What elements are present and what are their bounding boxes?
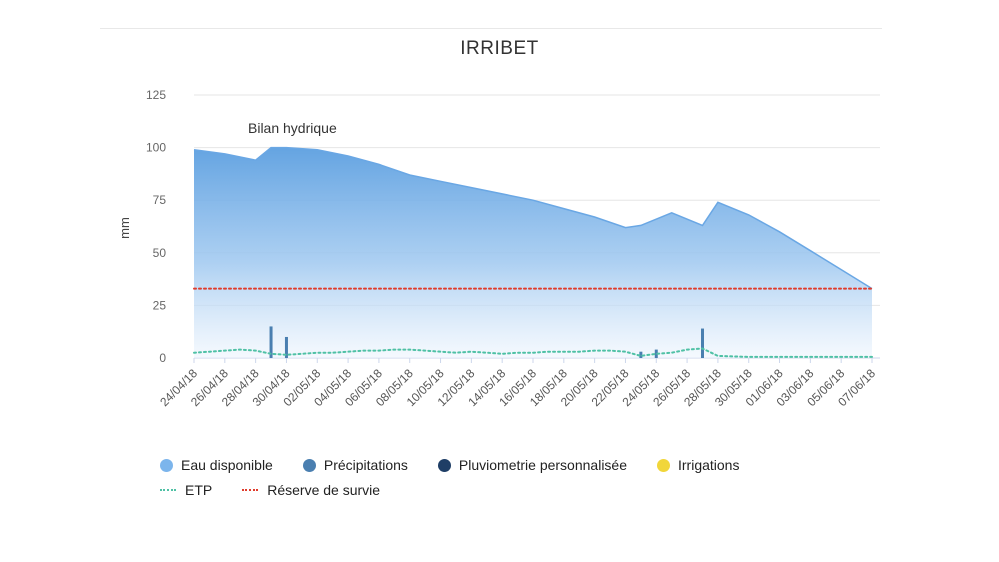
legend-label: Réserve de survie xyxy=(267,482,381,498)
legend-label: Eau disponible xyxy=(181,457,273,473)
legend-dot-icon xyxy=(437,458,451,472)
line-layer xyxy=(193,287,873,358)
y-tick-label: 125 xyxy=(146,88,166,102)
bar-precipitation xyxy=(701,328,704,358)
legend-dot-icon xyxy=(657,458,670,472)
chart-title: IRRIBET xyxy=(460,38,539,59)
series-line-eau-disponible xyxy=(193,146,873,290)
y-tick-label: 100 xyxy=(146,141,166,155)
legend-line-icon xyxy=(160,489,176,491)
y-tick-label: 75 xyxy=(153,193,167,207)
legend-row-2: ETP Réserve de survie xyxy=(160,479,880,501)
series-area-eau-disponible xyxy=(194,147,872,358)
legend-item-eau-disponible[interactable]: Eau disponible xyxy=(160,457,273,473)
legend-label: Pluviometrie personnalisée xyxy=(458,457,627,473)
bar-precipitation xyxy=(639,351,643,358)
area-layer xyxy=(193,146,873,358)
chart-subtitle: Bilan hydrique xyxy=(248,120,337,136)
y-tick-label: 50 xyxy=(153,246,167,260)
bar-precipitation xyxy=(269,326,273,358)
y-axis-title: mm xyxy=(117,217,132,239)
series-line-etp xyxy=(193,347,873,358)
legend-label: Irrigations xyxy=(678,457,740,473)
legend-item-irrigations[interactable]: Irrigations xyxy=(657,457,739,473)
legend-dot-icon xyxy=(160,458,173,472)
legend-item-pluviometrie[interactable]: Pluviometrie personnalisée xyxy=(437,457,627,473)
legend: Eau disponible Précipitations Pluviometr… xyxy=(160,454,880,504)
legend-item-etp[interactable]: ETP xyxy=(160,482,212,498)
legend-dot-icon xyxy=(302,458,316,472)
legend-row-1: Eau disponible Précipitations Pluviometr… xyxy=(160,454,880,476)
y-tick-label: 0 xyxy=(159,351,166,365)
legend-item-precipitations[interactable]: Précipitations xyxy=(302,457,408,473)
chart-canvas: 025507510012524/04/1826/04/1828/04/1830/… xyxy=(117,88,880,409)
legend-item-reserve-de-survie[interactable]: Réserve de survie xyxy=(242,482,380,498)
legend-label: Précipitations xyxy=(323,457,408,473)
top-divider xyxy=(100,28,882,29)
bar-precipitation xyxy=(284,336,288,358)
legend-line-icon xyxy=(242,489,259,491)
legend-label: ETP xyxy=(185,482,213,498)
y-tick-label: 25 xyxy=(153,298,167,312)
